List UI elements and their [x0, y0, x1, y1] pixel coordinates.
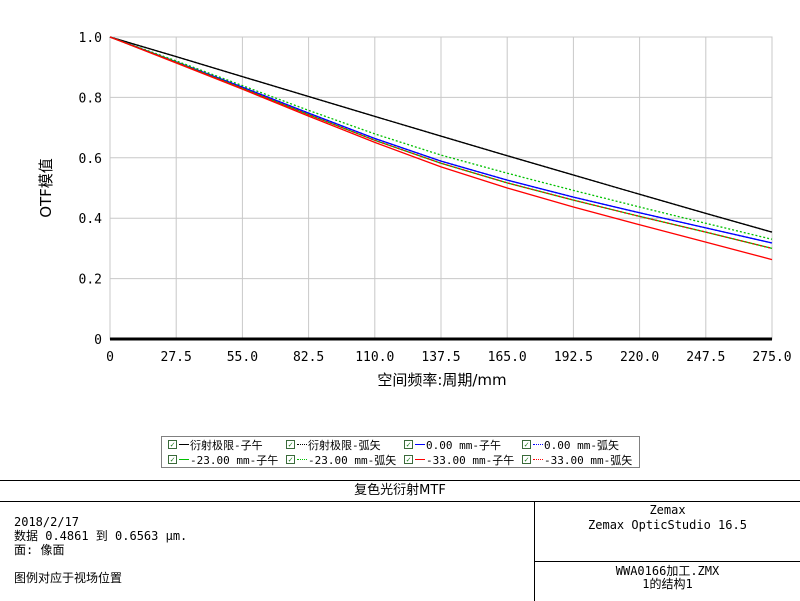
series-line-5 [109, 36, 773, 250]
series-line-2 [109, 36, 773, 233]
tick-labels: 0 27.5 55.0 82.5 110.0 137.5 165.0 192.5 220.0 24… [79, 31, 792, 365]
legend-label: -23.00 mm-子午 [190, 453, 279, 467]
mtf-chart: 0 27.5 55.0 82.5 110.0 137.5 165.0 192.5 220.0 24… [37, 31, 792, 389]
legend-item-1[interactable]: ✓ 衍射极限-子午 [168, 437, 286, 452]
legend-item-7[interactable]: ✓ -33.00 mm-子午 [404, 452, 522, 467]
legend-note: 图例对应于视场位置 [14, 571, 123, 585]
legend-item-2[interactable]: ✓ 衍射极限-弧矢 [286, 437, 404, 452]
checkbox-icon[interactable]: ✓ [286, 455, 295, 464]
x-tick-label: 220.0 [620, 350, 659, 365]
checkbox-icon[interactable]: ✓ [404, 455, 413, 464]
x-tick-label: 82.5 [293, 350, 324, 365]
y-tick-label: 0.2 [79, 273, 102, 288]
x-tick-label: 55.0 [227, 350, 258, 365]
x-tick-label: 0 [106, 350, 114, 365]
legend-item-5[interactable]: ✓ -23.00 mm-子午 [168, 452, 286, 467]
checkbox-icon[interactable]: ✓ [522, 440, 531, 449]
series-layer [109, 36, 773, 261]
series-line-7 [109, 36, 773, 261]
series-line-6 [109, 36, 773, 240]
legend-swatch [179, 459, 189, 460]
checkbox-icon[interactable]: ✓ [286, 440, 295, 449]
legend-label: -33.00 mm-子午 [426, 453, 515, 467]
analysis-details: 2018/2/17 数据 0.4861 到 0.6563 μm. 面: 像面 [14, 515, 187, 557]
legend-label: 衍射极限-子午 [190, 438, 263, 452]
vertical-divider [534, 501, 535, 601]
legend-label: 衍射极限-弧矢 [308, 438, 381, 452]
x-tick-label: 110.0 [355, 350, 394, 365]
configuration-text: 1的结构1 [642, 577, 693, 591]
y-tick-label: 0.4 [79, 212, 103, 227]
x-tick-label: 247.5 [686, 350, 725, 365]
surface-text: 面: 像面 [14, 543, 65, 557]
legend-swatch [297, 444, 307, 445]
y-tick-label: 0.6 [79, 152, 102, 167]
legend-label: 0.00 mm-子午 [426, 438, 501, 452]
legend-label: -23.00 mm-弧矢 [308, 453, 397, 467]
company-name: Zemax [649, 503, 686, 517]
series-line-4 [109, 36, 773, 244]
legend-label: 0.00 mm-弧矢 [544, 438, 619, 452]
legend-swatch [297, 459, 307, 460]
horizontal-divider [534, 561, 800, 562]
legend-item-4[interactable]: ✓ 0.00 mm-弧矢 [522, 437, 640, 452]
checkbox-icon[interactable]: ✓ [404, 440, 413, 449]
legend-swatch [533, 459, 543, 460]
product-name: Zemax OpticStudio 16.5 [588, 518, 747, 532]
checkbox-icon[interactable]: ✓ [168, 440, 177, 449]
x-tick-label: 275.0 [752, 350, 791, 365]
file-name: WWA0166加工.ZMX [615, 564, 720, 578]
checkbox-icon[interactable]: ✓ [168, 455, 177, 464]
y-tick-label: 1.0 [79, 31, 102, 46]
legend-swatch [415, 444, 425, 445]
info-panel: 复色光衍射MTF 2018/2/17 数据 0.4861 到 0.6563 μm… [0, 480, 800, 601]
legend-item-8[interactable]: ✓ -33.00 mm-弧矢 [522, 452, 640, 467]
legend-item-3[interactable]: ✓ 0.00 mm-子午 [404, 437, 522, 452]
legend-swatch [533, 444, 543, 445]
y-axis-title: OTF模值 [37, 158, 55, 218]
x-tick-label: 192.5 [554, 350, 593, 365]
legend-swatch [179, 444, 189, 445]
y-tick-label: 0 [94, 333, 102, 348]
wavelength-range-text: 数据 0.4861 到 0.6563 μm. [14, 529, 188, 543]
analysis-title: 复色光衍射MTF [0, 481, 800, 502]
grid [109, 36, 773, 340]
date-text: 2018/2/17 [14, 515, 80, 529]
chart-legend: ✓ 衍射极限-子午 ✓ 衍射极限-弧矢 ✓ 0.00 mm-子午 ✓ 0.00 mm-弧矢 ✓ -… [161, 436, 640, 468]
software-info: Zemax Zemax OpticStudio 16.5 [535, 503, 800, 533]
legend-label: -33.00 mm-弧矢 [544, 453, 633, 467]
x-tick-label: 137.5 [421, 350, 460, 365]
checkbox-icon[interactable]: ✓ [522, 455, 531, 464]
x-axis-title: 空间频率:周期/mm [377, 371, 506, 389]
legend-swatch [415, 459, 425, 460]
legend-item-6[interactable]: ✓ -23.00 mm-弧矢 [286, 452, 404, 467]
x-tick-label: 165.0 [488, 350, 527, 365]
y-tick-label: 0.8 [79, 91, 102, 106]
x-tick-label: 27.5 [161, 350, 192, 365]
file-info: WWA0166加工.ZMX 1的结构1 [535, 565, 800, 591]
